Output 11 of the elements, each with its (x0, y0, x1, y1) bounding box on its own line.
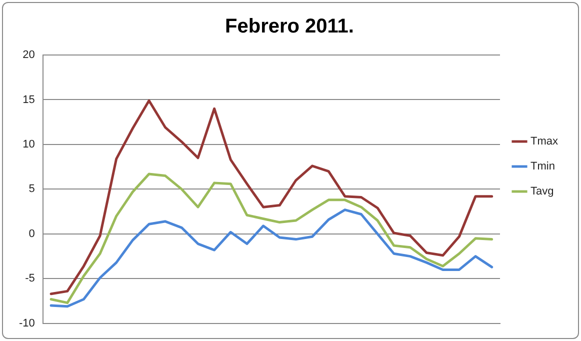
chart-title: Febrero 2011. (225, 16, 354, 38)
legend-label: Tavg (530, 186, 554, 198)
legend-label: Tmax (530, 136, 558, 148)
y-tick-label: -10 (18, 317, 35, 330)
y-tick-label: 15 (22, 94, 35, 106)
legend-label: Tmin (530, 160, 555, 173)
y-tick-label: 5 (28, 183, 35, 196)
y-tick-label: 20 (22, 49, 35, 62)
y-tick-label: -5 (25, 272, 35, 285)
y-tick-label: 0 (28, 228, 35, 240)
y-tick-label: 10 (22, 138, 35, 150)
